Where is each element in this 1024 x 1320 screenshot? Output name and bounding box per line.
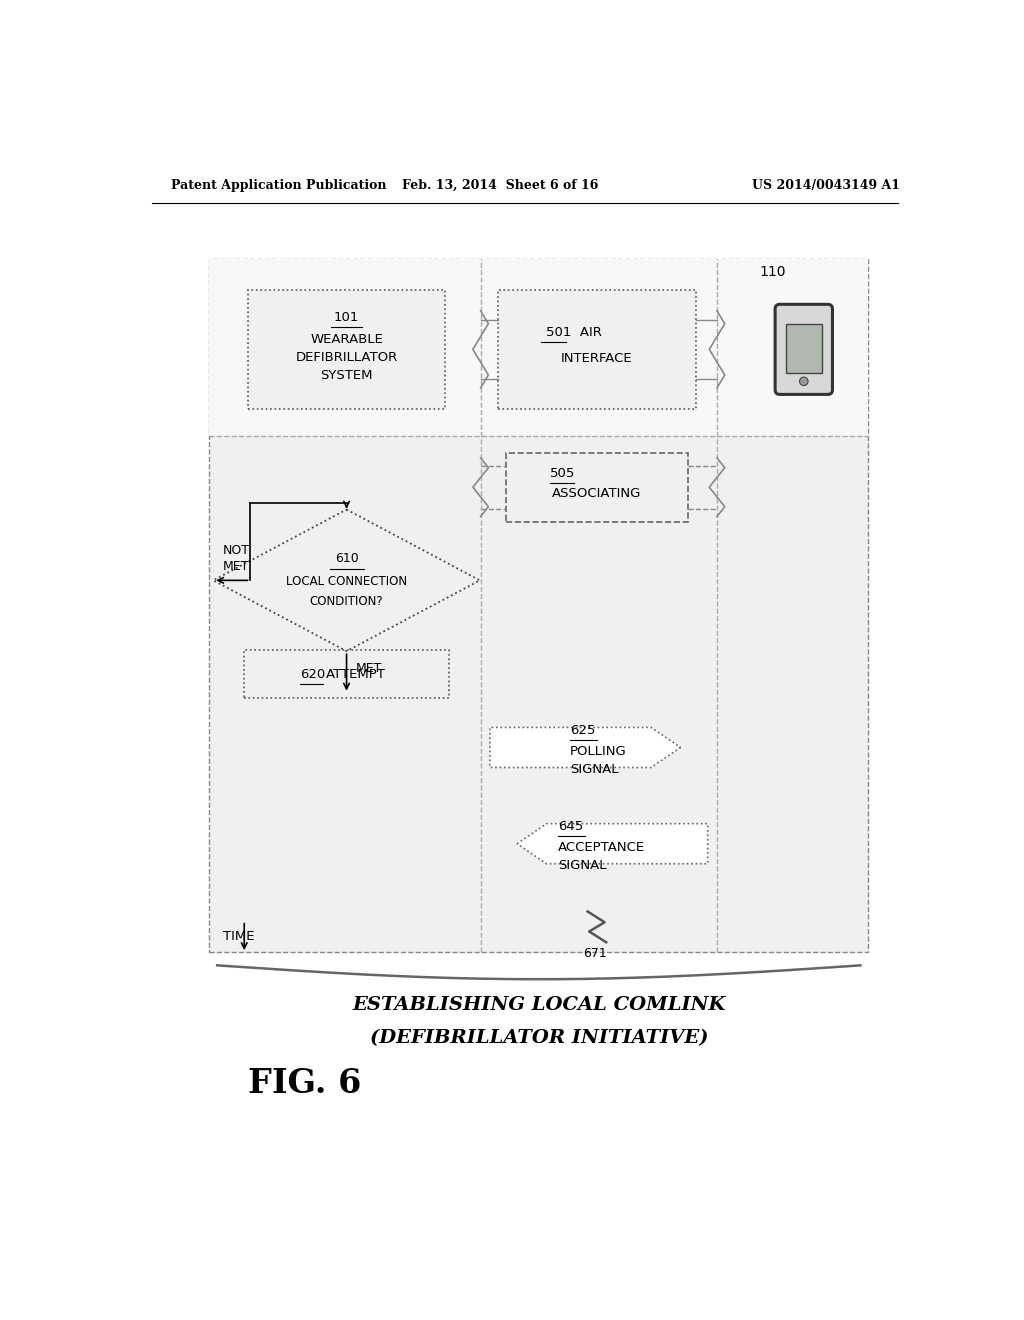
Bar: [209, 259, 868, 952]
Text: (DEFIBRILLATOR INITIATIVE): (DEFIBRILLATOR INITIATIVE): [370, 1028, 708, 1047]
FancyBboxPatch shape: [775, 305, 833, 395]
Text: 620: 620: [300, 668, 326, 681]
FancyBboxPatch shape: [498, 289, 695, 409]
Text: LOCAL CONNECTION: LOCAL CONNECTION: [286, 576, 408, 589]
Text: 110: 110: [760, 265, 786, 280]
Text: ACCEPTANCE: ACCEPTANCE: [558, 841, 645, 854]
Text: 645: 645: [558, 820, 584, 833]
Text: INTERFACE: INTERFACE: [561, 352, 633, 366]
Text: NOT
MET: NOT MET: [222, 544, 250, 573]
Text: TIME: TIME: [222, 929, 254, 942]
Circle shape: [800, 378, 808, 385]
Text: 610: 610: [335, 552, 358, 565]
FancyBboxPatch shape: [248, 289, 445, 409]
Bar: [209, 259, 868, 436]
Text: 671: 671: [583, 948, 606, 961]
Text: 505: 505: [550, 467, 575, 480]
Text: SIGNAL: SIGNAL: [569, 763, 618, 776]
Text: 501  AIR: 501 AIR: [546, 326, 601, 339]
Text: SIGNAL: SIGNAL: [558, 859, 606, 871]
Text: WEARABLE
DEFIBRILLATOR
SYSTEM: WEARABLE DEFIBRILLATOR SYSTEM: [296, 333, 397, 381]
Text: Feb. 13, 2014  Sheet 6 of 16: Feb. 13, 2014 Sheet 6 of 16: [401, 178, 598, 191]
Text: CONDITION?: CONDITION?: [309, 595, 383, 609]
Text: ESTABLISHING LOCAL COMLINK: ESTABLISHING LOCAL COMLINK: [352, 997, 725, 1014]
Bar: [786, 325, 821, 372]
FancyArrow shape: [489, 727, 681, 767]
Text: 625: 625: [569, 723, 595, 737]
Text: ATTEMPT: ATTEMPT: [326, 668, 386, 681]
Text: FIG. 6: FIG. 6: [248, 1068, 361, 1101]
Text: POLLING: POLLING: [569, 744, 627, 758]
FancyArrow shape: [517, 824, 708, 863]
Text: MET: MET: [356, 661, 382, 675]
Text: Patent Application Publication: Patent Application Publication: [171, 178, 386, 191]
Text: 101: 101: [334, 310, 359, 323]
Text: ASSOCIATING: ASSOCIATING: [552, 487, 642, 500]
Text: US 2014/0043149 A1: US 2014/0043149 A1: [752, 178, 899, 191]
